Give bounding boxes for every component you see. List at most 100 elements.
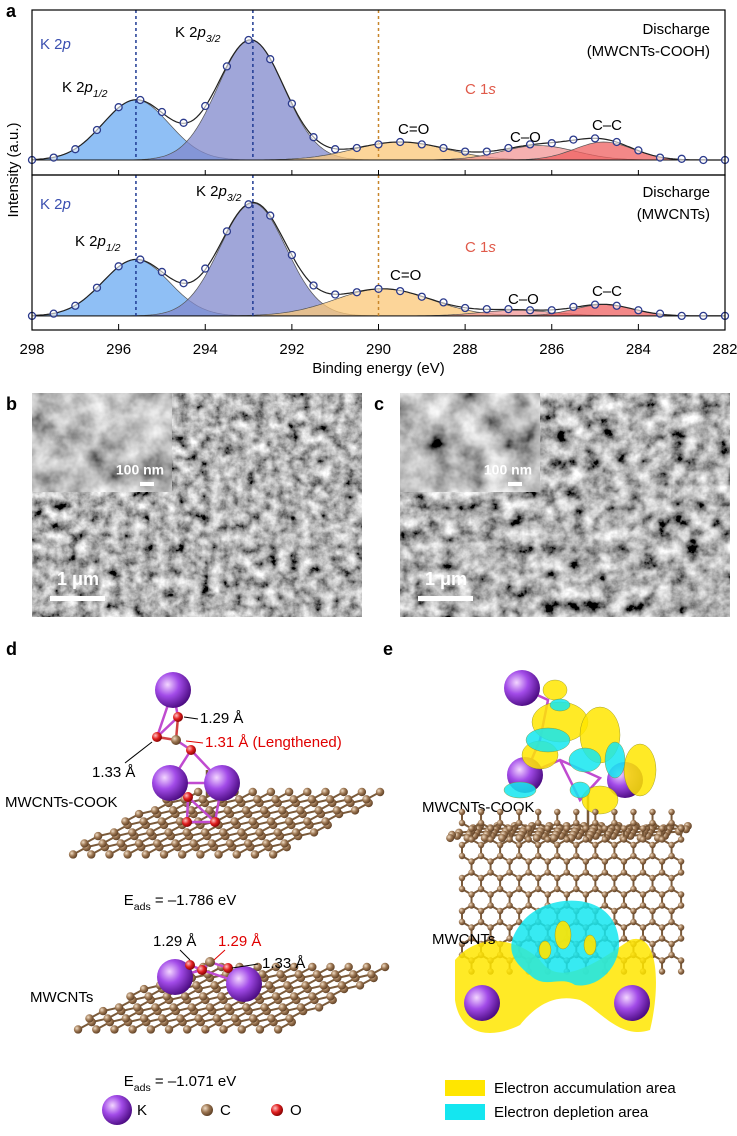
carbon-atom bbox=[253, 962, 262, 972]
carbon-atom bbox=[309, 828, 319, 837]
carbon-atom bbox=[620, 836, 628, 843]
carbon-atom bbox=[630, 819, 637, 827]
carbon-atom bbox=[200, 828, 210, 837]
sem-inset bbox=[31, 392, 173, 493]
carbon-atom bbox=[126, 992, 135, 1001]
carbon-atom bbox=[677, 836, 685, 843]
carbon-atom bbox=[210, 981, 219, 990]
carbon-atom bbox=[150, 806, 160, 815]
carbon-atom bbox=[639, 869, 647, 876]
group-label: C 1s bbox=[465, 239, 496, 256]
carbon-atom bbox=[121, 1014, 131, 1023]
carbon-atom bbox=[139, 984, 149, 994]
text-part: C=O bbox=[398, 121, 429, 138]
carbon-atom bbox=[582, 891, 590, 898]
group-label: C 1s bbox=[465, 81, 496, 98]
carbon-atom bbox=[468, 902, 475, 909]
carbon-atom bbox=[611, 874, 618, 882]
carbon-atom bbox=[164, 1025, 174, 1034]
carbon-atom bbox=[128, 1025, 137, 1034]
carbon-atom bbox=[301, 981, 310, 990]
text-part: C 1 bbox=[465, 239, 488, 256]
carbon-atom bbox=[237, 1025, 246, 1034]
carbon-atom bbox=[128, 828, 137, 837]
carbon-atom bbox=[105, 850, 114, 859]
data-point bbox=[92, 125, 102, 135]
carbon-atom bbox=[639, 902, 647, 909]
carbon-atom bbox=[248, 787, 257, 797]
carbon-atom bbox=[515, 885, 523, 893]
data-point bbox=[677, 154, 686, 163]
carbon-atom bbox=[367, 970, 376, 979]
carbon-atom bbox=[487, 902, 494, 909]
carbon-atom bbox=[477, 841, 485, 849]
panel-label: e bbox=[383, 639, 393, 659]
potassium-atom bbox=[226, 966, 262, 1002]
carbon-atom bbox=[601, 858, 609, 865]
adsorption-energy: Eads = –1.071 eV bbox=[124, 1073, 236, 1094]
carbon-atom bbox=[535, 819, 542, 827]
carbon-atom bbox=[573, 885, 580, 893]
carbon-atom bbox=[141, 850, 151, 859]
text-part: = –1.786 eV bbox=[151, 892, 237, 909]
carbon-atom bbox=[525, 869, 532, 876]
data-point bbox=[352, 143, 361, 153]
subplot-title: (MWCNTs-COOH) bbox=[587, 43, 710, 60]
bond-length: 1.29 Å bbox=[218, 933, 261, 950]
carbon-atom bbox=[205, 806, 214, 815]
carbon-atom bbox=[563, 869, 570, 876]
carbon-atom bbox=[611, 885, 618, 893]
carbon-atom bbox=[325, 795, 335, 804]
carbon-atom bbox=[487, 935, 494, 942]
carbon-atom bbox=[151, 1003, 160, 1012]
panel-label: c bbox=[374, 394, 384, 414]
carbon-atom bbox=[303, 787, 312, 797]
leader bbox=[124, 741, 153, 764]
text-part: 3/2 bbox=[206, 33, 221, 45]
carbon-atom bbox=[668, 940, 675, 948]
carbon-atom bbox=[344, 795, 353, 804]
carbon-atom bbox=[550, 834, 559, 843]
text-part: K 2 bbox=[40, 36, 63, 53]
carbon-atom bbox=[248, 817, 257, 826]
data-point bbox=[482, 304, 491, 314]
carbon-atom bbox=[350, 806, 360, 815]
data-point bbox=[634, 146, 643, 155]
potassium-atom bbox=[464, 985, 500, 1021]
text-part: C–C bbox=[592, 117, 622, 134]
carbon-atom bbox=[134, 809, 144, 819]
leader bbox=[231, 963, 259, 969]
carbon-atom bbox=[187, 806, 196, 815]
x-tick-label: 292 bbox=[279, 341, 304, 358]
carbon-atom bbox=[380, 962, 390, 972]
subplot-title: Discharge bbox=[642, 21, 710, 38]
carbon-atom bbox=[289, 795, 298, 804]
carbon-atom bbox=[80, 839, 89, 848]
isosurface bbox=[503, 781, 537, 799]
carbon-atom bbox=[268, 850, 278, 859]
peak-label: K 2p1/2 bbox=[75, 233, 121, 254]
scale-label: 1 μm bbox=[425, 569, 467, 589]
carbon-atom bbox=[477, 885, 485, 893]
carbon-atom bbox=[630, 874, 637, 882]
text-part: K 2 bbox=[40, 196, 63, 213]
data-point bbox=[71, 145, 80, 154]
subplot-title: Discharge bbox=[642, 184, 710, 201]
carbon-atom bbox=[515, 852, 523, 860]
structure-name: MWCNTs-COOK bbox=[422, 799, 535, 816]
carbon-atom bbox=[601, 891, 609, 898]
data-point bbox=[309, 281, 318, 290]
carbon-atom bbox=[458, 808, 466, 816]
carbon-atom bbox=[253, 795, 262, 804]
carbon-atom bbox=[477, 852, 485, 860]
carbon-atom bbox=[649, 918, 656, 926]
carbon-atom bbox=[232, 850, 241, 859]
legend-swatch bbox=[201, 1104, 213, 1116]
carbon-atom bbox=[362, 962, 372, 972]
carbon-atom bbox=[271, 992, 281, 1001]
carbon-atom bbox=[114, 1003, 124, 1012]
carbon-atom bbox=[525, 902, 532, 909]
carbon-atom bbox=[554, 808, 561, 816]
text-part: p bbox=[97, 233, 106, 250]
